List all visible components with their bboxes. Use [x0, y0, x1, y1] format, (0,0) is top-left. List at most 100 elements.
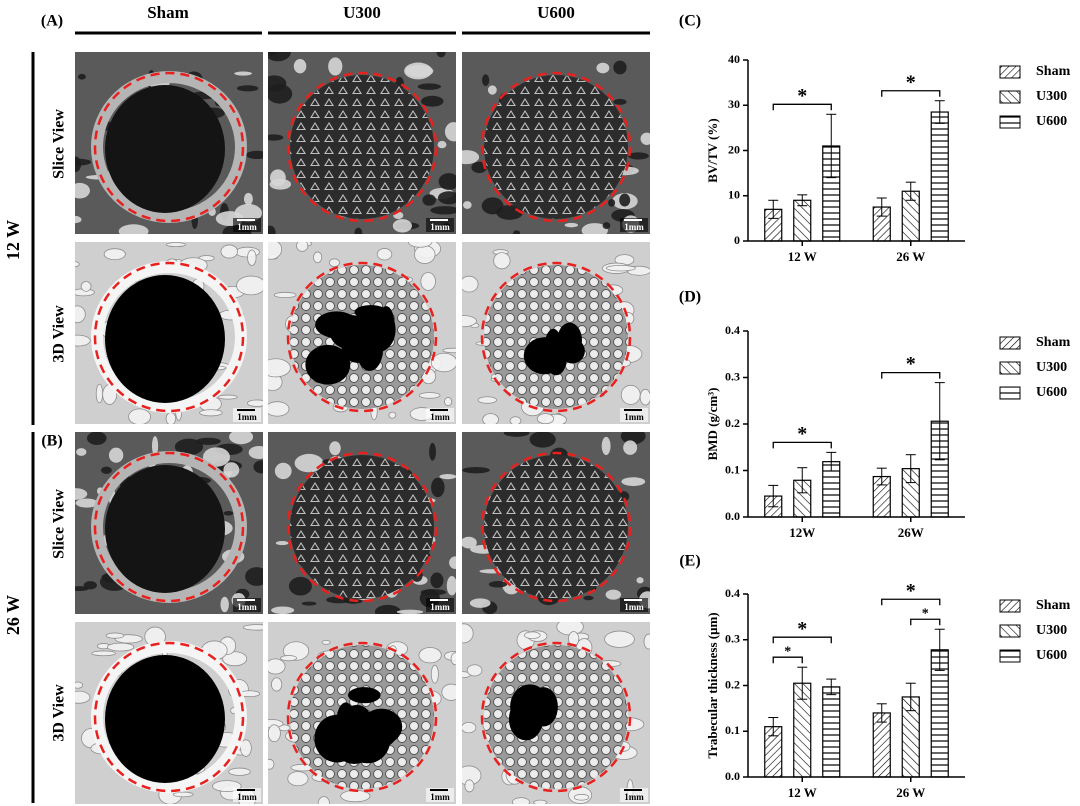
- y-tick-label: 0.4: [725, 323, 740, 337]
- legend-label: U600: [1036, 648, 1067, 663]
- defect-rim: [91, 451, 247, 603]
- defect-outline: [480, 451, 632, 603]
- bone-texture: [95, 383, 104, 404]
- significance-label: *: [797, 85, 807, 107]
- scale-bar-label: 1mm: [624, 222, 644, 232]
- bar: [930, 111, 949, 242]
- bone-texture: [431, 477, 445, 498]
- bone-texture: [271, 677, 283, 692]
- scale-bar-label: 1mm: [237, 602, 257, 612]
- bone-texture: [466, 664, 483, 677]
- scaffold: [484, 645, 628, 789]
- bone-texture: [75, 215, 82, 224]
- legend-swatch: [999, 65, 1021, 79]
- legend-swatch: [999, 386, 1021, 400]
- bone-texture: [268, 134, 284, 141]
- significance-bracket: [910, 618, 941, 626]
- bone-texture: [623, 440, 638, 455]
- defect-outline: [93, 261, 245, 413]
- bone-texture: [293, 59, 307, 74]
- bar: [822, 686, 841, 778]
- bone-texture: [405, 65, 434, 78]
- scale-bar-bg: [620, 218, 648, 232]
- bone-texture: [268, 358, 291, 378]
- scale-bar-label: 1mm: [624, 792, 644, 802]
- bone-texture: [165, 412, 177, 424]
- bone-texture: [513, 230, 521, 234]
- bone-texture: [165, 242, 187, 248]
- bone-texture: [268, 242, 283, 260]
- void-region: [336, 702, 355, 736]
- bone-texture: [106, 642, 135, 652]
- bone-texture: [605, 264, 636, 272]
- y-tick-label: 0.4: [725, 586, 740, 600]
- bone-texture: [639, 388, 650, 406]
- bone-texture: [376, 248, 393, 261]
- bone-texture: [462, 466, 490, 474]
- legend-swatch: [999, 624, 1021, 638]
- bone-texture: [481, 197, 504, 215]
- bone-texture: [268, 225, 276, 234]
- scale-bar-label: 1mm: [624, 412, 644, 422]
- bone-texture: [493, 252, 511, 270]
- bone-texture: [581, 223, 608, 234]
- bone-texture: [240, 739, 252, 757]
- scale-bar-bg: [426, 218, 454, 232]
- bone-texture: [195, 437, 221, 445]
- bone-texture: [269, 178, 292, 190]
- defect-outline: [286, 451, 438, 603]
- bone-texture: [462, 536, 477, 549]
- bone-texture: [275, 540, 289, 546]
- significance-bracket: [881, 90, 941, 97]
- bone-texture: [128, 408, 151, 424]
- bone-texture: [462, 721, 477, 734]
- bone-texture: [100, 466, 112, 474]
- bone-texture: [328, 258, 340, 268]
- bone-texture: [596, 62, 610, 74]
- bone-texture: [414, 245, 436, 264]
- scaffold: [484, 75, 628, 219]
- y-tick-label: 0.3: [725, 632, 740, 646]
- void-region: [348, 687, 381, 704]
- bone-texture: [462, 275, 479, 293]
- timepoint-label: 12 W: [3, 220, 23, 260]
- defect-outline: [93, 641, 245, 793]
- bone-texture: [75, 158, 92, 166]
- column-header: Sham: [147, 3, 189, 22]
- bone-texture: [462, 315, 477, 328]
- micro-ct-image: 1mm: [75, 432, 263, 614]
- scale-bar-bg: [620, 598, 648, 612]
- bone-texture: [429, 442, 436, 461]
- bone-texture: [627, 152, 649, 160]
- micro-ct-image: 1mm: [462, 432, 650, 614]
- legend-label: Sham: [1036, 64, 1071, 79]
- bone-texture: [234, 71, 252, 76]
- bone-texture: [439, 474, 456, 480]
- bone-texture: [446, 576, 456, 596]
- legend-swatch: [999, 90, 1021, 104]
- bone-texture: [280, 655, 298, 662]
- bone-texture: [288, 576, 312, 596]
- bone-texture: [421, 95, 444, 107]
- scale-bar-bg: [233, 218, 261, 232]
- defect-outline: [480, 71, 632, 223]
- bone-texture: [388, 411, 397, 419]
- bone-texture: [573, 793, 590, 801]
- bone-texture: [287, 771, 309, 787]
- bone-texture: [509, 416, 522, 424]
- scale-bar-bg: [426, 788, 454, 802]
- bone-texture: [105, 632, 125, 639]
- y-tick-label: 0.0: [725, 509, 740, 523]
- bone-texture: [328, 57, 343, 76]
- bone-texture: [83, 581, 97, 590]
- significance-bracket: [772, 441, 832, 449]
- defect-hole: [105, 275, 225, 403]
- bone-texture: [374, 604, 401, 614]
- bone-texture: [75, 305, 86, 324]
- scale-bar-label: 1mm: [430, 222, 450, 232]
- scale-bar-label: 1mm: [430, 412, 450, 422]
- significance-bracket: [772, 103, 832, 111]
- bone-texture: [75, 690, 91, 704]
- void-region: [357, 306, 396, 353]
